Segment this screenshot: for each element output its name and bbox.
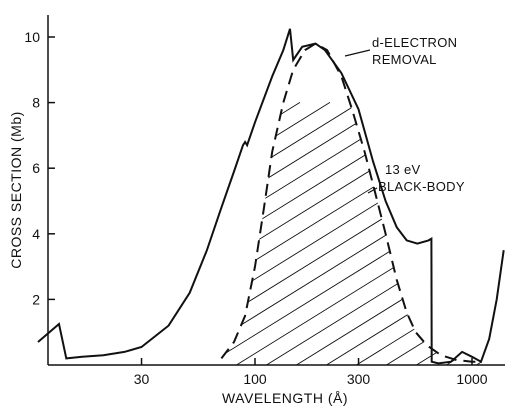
hatch-line: [221, 102, 481, 365]
hatch-line: [299, 102, 481, 365]
hatch-line: [419, 102, 481, 365]
hatch-line: [239, 102, 481, 365]
hatch-line: [221, 102, 481, 365]
hatch-line: [221, 102, 241, 365]
annotation-d-electron-pointer: [344, 49, 371, 57]
annotation-d-electron: d-ELECTRON REMOVAL: [344, 35, 457, 67]
y-tick-label: 4: [32, 226, 40, 242]
hatch-line: [221, 102, 361, 365]
hatch-line: [221, 102, 451, 365]
y-tick-label: 6: [32, 160, 40, 176]
hatch-line: [389, 102, 481, 365]
annotation-black-body: 13 eV BLACK-BODY: [367, 162, 465, 194]
hatch-line: [329, 102, 481, 365]
hatch-line: [221, 102, 271, 365]
x-tick-label: 30: [134, 371, 150, 387]
annotation-black-body-pointer: [367, 187, 378, 194]
annotation-black-body-line2: BLACK-BODY: [378, 179, 465, 194]
hatch-line: [221, 102, 391, 365]
x-tick-label: 300: [347, 371, 371, 387]
hatch-line: [221, 102, 331, 365]
solid-curve: [37, 28, 505, 365]
x-axis-label: WAVELENGTH (Å): [222, 390, 348, 406]
hatch-line: [221, 102, 481, 365]
hatch-line: [221, 102, 481, 365]
annotation-d-electron-line1: d-ELECTRON: [372, 35, 457, 50]
annotation-black-body-line1: 13 eV: [385, 162, 421, 177]
hatch-line: [269, 102, 481, 365]
annotation-d-electron-line2: REMOVAL: [372, 52, 437, 67]
hatch-line: [221, 102, 301, 365]
hatch-line: [221, 102, 481, 365]
x-tick-label: 1000: [456, 371, 487, 387]
dashed-curve: [220, 42, 481, 363]
y-tick-label: 8: [32, 95, 40, 111]
y-tick-label: 2: [32, 291, 40, 307]
y-tick-label: 10: [24, 29, 40, 45]
x-tick-label: 100: [243, 371, 267, 387]
hatch-line: [359, 102, 481, 365]
hatch-line: [479, 102, 481, 365]
y-axis-label: CROSS SECTION (Mb): [8, 111, 24, 269]
hatch-line: [221, 102, 421, 365]
y-ticks: 2 4 6 8 10: [24, 29, 55, 307]
